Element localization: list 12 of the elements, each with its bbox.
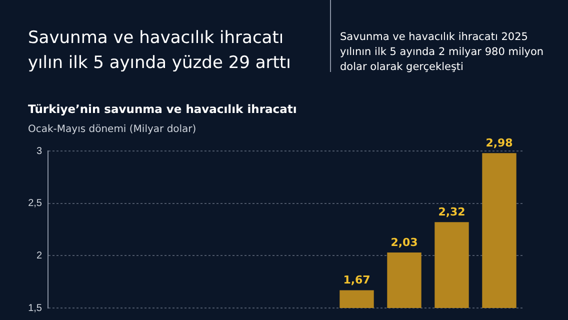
data-label: 2,03 xyxy=(390,236,418,249)
y-tick-label: 1,5 xyxy=(28,302,42,314)
y-tick-label: 3 xyxy=(36,146,42,157)
y-tick-label: 2,5 xyxy=(28,198,42,210)
text: Türkiye’nin savunma ve havacılık ihracatı xyxy=(28,102,297,116)
data-label: 2,98 xyxy=(486,136,513,150)
data-label: 1,67 xyxy=(343,274,370,287)
chart-subtitle: Savunma ve havacılık ihracatı 2025 yılının ilk 5 ayında 2 milyar 980 milyon dolar olarak gerçekleşti xyxy=(340,30,545,75)
y-tick-label: 2 xyxy=(36,250,42,262)
y-axis-title: Ocak-Mayıs dönemi (Milyar dolar) xyxy=(28,124,196,135)
data-label: 2,32 xyxy=(438,206,466,219)
chart-title: Savunma ve havacılık ihracatı yılın ilk 5 ayında yüzde 29 arttı xyxy=(28,27,292,75)
